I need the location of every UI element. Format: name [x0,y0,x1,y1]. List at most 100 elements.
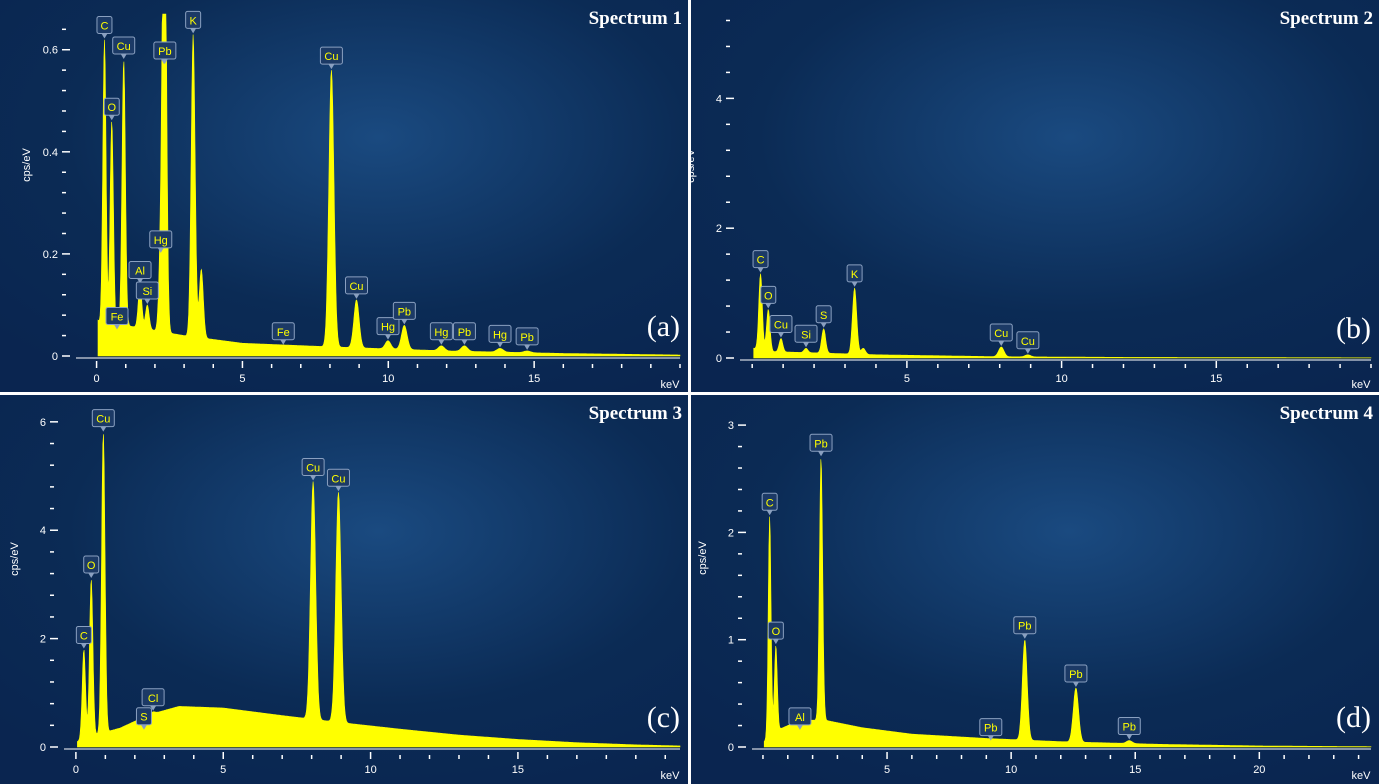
peak-label-text: O [764,290,773,302]
peak-label: K [185,10,202,34]
peak-label-pointer [328,64,335,70]
spectrum-area [763,459,1372,748]
peak-label-pointer [157,247,164,253]
peak-label-box [326,468,350,487]
peak-label: Cu [989,323,1013,346]
peak-label: K [846,264,863,287]
x-tick-label: 5 [884,764,890,776]
spectrum-4-chart: 5 10 15 20 0 1 2 3 cps/eV keV Spectrum 4 (d) C O Al Pb P… [691,395,1379,784]
peak-label-pointer [998,340,1005,346]
spectrum-1-chart: 0 5 10 15 0 0.2 0.4 0.6 cps/eV keV Spectrum 1 (a) C O… [0,0,688,392]
peak-label-text: Al [135,266,145,278]
peak-label-pointer [101,33,108,39]
peak-label-pointer [1072,681,1079,687]
peak-label-text: O [87,560,96,572]
peak-label-pointer [140,724,147,730]
panel-letter: (d) [1336,701,1371,734]
peak-label-pointer [114,324,121,330]
x-tick-label: 15 [512,764,524,776]
peak-label-pointer [100,426,107,432]
peak-label-text: Si [142,286,152,298]
peak-label-box [979,718,1003,737]
peak-label-text: Pb [1018,621,1031,633]
x-tick-label: 5 [904,373,910,385]
peak-label-pointer [310,475,317,481]
peak-label: Pb [153,41,177,65]
peak-label: C [752,250,769,273]
peak-label: O [760,285,777,309]
peak-label: C [75,625,92,649]
peak-label-box [767,621,784,640]
y-tick-label: 4 [716,93,722,105]
spectrum-area [77,434,681,748]
peak-label-text: Cu [774,320,788,332]
peak-label-text: Hg [434,327,448,339]
peak-label-pointer [161,59,168,65]
peak-label-text: Cu [306,462,320,474]
peak-label-text: Cu [96,414,110,426]
peak-label-pointer [1021,633,1028,639]
spectrum-title: Spectrum 2 [1280,8,1373,29]
peak-label-pointer [335,486,342,492]
y-tick-label: 2 [716,223,722,235]
peak-label: Cu [301,457,325,481]
peak-label-text: Cu [994,328,1008,340]
peak-label-text: Fe [277,327,290,339]
x-axis-unit-label: keV [1352,379,1372,391]
peak-label-text: Al [795,712,805,724]
peak-label: Si [794,324,818,348]
x-axis-unit-label: keV [1352,770,1372,782]
x-tick-label: 15 [528,373,540,385]
peak-label-pointer [190,28,197,34]
peak-label: S [815,305,832,328]
peak-label-text: C [766,497,774,509]
spectrum-3-chart: 0 5 10 15 0 2 4 6 cps/eV keV Spectrum 3 (c) C O Cu SCl C… [0,395,688,784]
y-axis-label: cps/eV [691,149,697,183]
x-tick-label: 15 [1129,764,1141,776]
y-tick-label: 0.6 [43,45,58,57]
peak-label: Cu [769,315,793,338]
peak-label-text: K [851,269,859,281]
spectrum-2-chart: 5 10 15 0 2 4 cps/eV keV Spectrum 2 (b) C O Cu Si S K Cu… [691,0,1379,392]
peak-label-text: C [100,21,108,33]
peak-label: Pb [979,718,1003,741]
peak-label: O [767,621,784,645]
peak-label-text: Cu [331,473,345,485]
peak-label-pointer [144,298,151,304]
y-tick-label: 0.4 [43,147,58,159]
peak-label-pointer [524,344,531,350]
peak-label: Pb [1013,616,1037,639]
peak-label-text: Hg [381,322,395,334]
peak-label-pointer [851,281,858,287]
peak-label-text: S [140,712,147,724]
peak-label-pointer [461,339,468,345]
peak-label-box [75,625,92,644]
peak-label-pointer [765,303,772,309]
x-tick-label: 0 [73,764,79,776]
y-axis-label: cps/eV [697,541,709,575]
peak-label-pointer [987,735,994,741]
peak-label-text: C [757,255,765,267]
peak-label-pointer [820,322,827,328]
peak-label-box [809,433,833,452]
peak-label-box [752,250,769,269]
peak-label-pointer [757,267,764,273]
y-tick-label: 1 [728,635,734,647]
peak-label-box [141,688,165,707]
peak-label-pointer [1024,348,1031,354]
y-tick-label: 0 [52,351,58,363]
peak-label-text: S [820,310,827,322]
spectrum-title: Spectrum 1 [589,8,682,29]
peak-label-pointer [150,705,157,711]
x-tick-label: 10 [1055,373,1067,385]
peak-label: S [135,707,152,730]
peak-label: Hg [429,322,453,345]
panel-d: 5 10 15 20 0 1 2 3 cps/eV keV Spectrum 4 (d) C O Al Pb P… [691,395,1379,784]
peak-label-pointer [401,319,408,325]
y-axis-label: cps/eV [9,542,21,576]
peak-label: Si [135,281,159,304]
peak-label: Fe [105,306,129,330]
peak-label-pointer [777,332,784,338]
peak-label: O [83,555,100,578]
peak-label-text: Cl [148,693,158,705]
